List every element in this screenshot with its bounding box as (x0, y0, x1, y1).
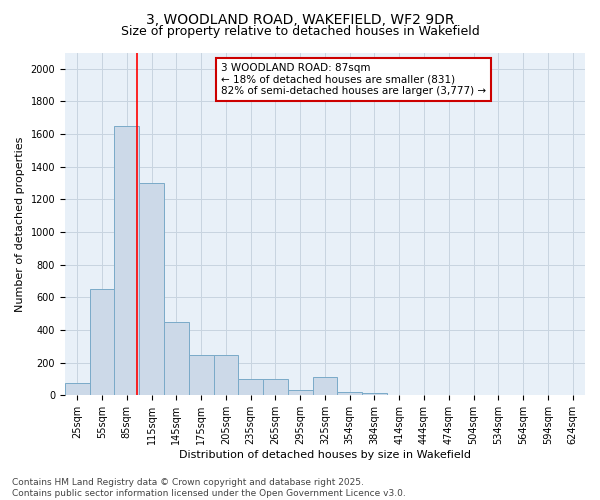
Bar (164, 322, 189, 396)
Text: Size of property relative to detached houses in Wakefield: Size of property relative to detached ho… (121, 25, 479, 38)
Bar (362, 393, 387, 396)
X-axis label: Distribution of detached houses by size in Wakefield: Distribution of detached houses by size … (179, 450, 471, 460)
Bar (89, 289, 115, 396)
Bar (115, 126, 139, 396)
Bar (337, 392, 362, 396)
Bar (486, 394, 511, 396)
Bar (263, 379, 288, 396)
Bar (288, 390, 313, 396)
Bar (387, 394, 412, 396)
Bar (189, 354, 214, 396)
Text: Contains HM Land Registry data © Crown copyright and database right 2025.
Contai: Contains HM Land Registry data © Crown c… (12, 478, 406, 498)
Bar (214, 354, 238, 396)
Bar (139, 183, 164, 396)
Bar (313, 378, 337, 396)
Bar (412, 394, 436, 396)
Bar (65, 383, 89, 396)
Text: 3, WOODLAND ROAD, WAKEFIELD, WF2 9DR: 3, WOODLAND ROAD, WAKEFIELD, WF2 9DR (146, 12, 454, 26)
Bar (238, 379, 263, 396)
Text: 3 WOODLAND ROAD: 87sqm
← 18% of detached houses are smaller (831)
82% of semi-de: 3 WOODLAND ROAD: 87sqm ← 18% of detached… (221, 63, 486, 96)
Y-axis label: Number of detached properties: Number of detached properties (15, 136, 25, 312)
